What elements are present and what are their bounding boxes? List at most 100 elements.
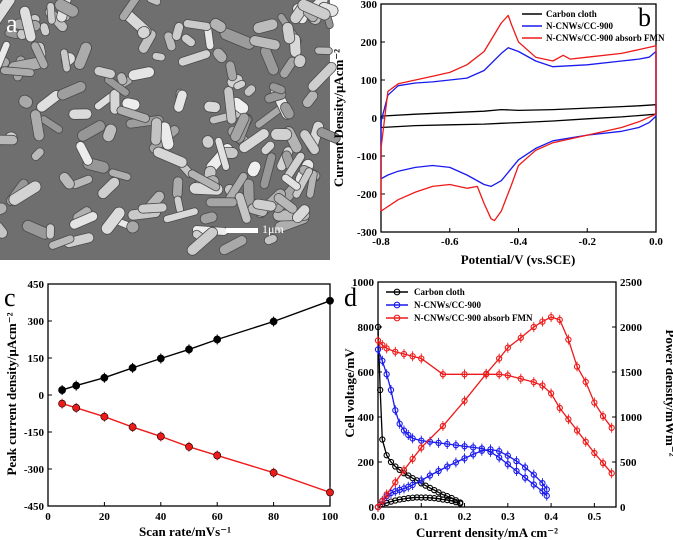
panel-c-axes-frame (47, 283, 331, 507)
bacterium-rod (281, 173, 301, 191)
bacterium-rod (58, 172, 75, 190)
data-point (517, 375, 524, 382)
data-point (418, 444, 425, 451)
data-point (439, 371, 447, 378)
y-tick-label: 300 (361, 0, 378, 11)
legend-entry: Carbon cloth (546, 9, 597, 19)
data-point (383, 371, 390, 378)
data-point (383, 345, 390, 352)
data-point (513, 457, 520, 465)
bacterium-rod (45, 223, 55, 240)
data-point (392, 463, 399, 470)
legend-entry: N-CNWs/CC-900 (414, 300, 481, 310)
bacterium-rod (263, 234, 278, 246)
data-point (556, 404, 563, 412)
data-point (418, 477, 425, 484)
y-tick-label: 150 (28, 353, 45, 365)
x-tick-label: 0.2 (458, 511, 472, 523)
y-tick-label: 400 (358, 412, 375, 424)
data-point (452, 459, 460, 466)
y-tick-label: 0 (39, 390, 45, 402)
data-point (396, 420, 403, 427)
data-point (521, 464, 529, 471)
bacterium-rod (187, 169, 221, 192)
y-tick-label: -200 (357, 189, 378, 201)
data-point (530, 378, 537, 386)
data-point (392, 497, 399, 504)
data-point (444, 496, 451, 504)
data-point (374, 323, 382, 331)
data-point (396, 496, 403, 503)
data-point (269, 468, 278, 477)
x-tick-label: 100 (322, 511, 339, 523)
y-tick-label: 450 (28, 279, 45, 291)
panel-d-y-axis-label: Cell voltage/mV (342, 348, 357, 438)
data-point (396, 466, 403, 474)
data-point (379, 497, 386, 504)
bacterium-rod (152, 146, 188, 168)
y-tick-label: 800 (358, 322, 375, 334)
x-tick-label: 20 (99, 511, 111, 523)
x-tick-label: 0.1 (414, 511, 428, 523)
bacterium-rod (219, 235, 248, 256)
bacterium-rod (246, 160, 262, 178)
data-point (547, 313, 555, 321)
data-point (326, 488, 334, 497)
y-tick-label: -150 (24, 427, 45, 439)
data-point (478, 447, 486, 454)
bacterium-rod (0, 221, 8, 239)
bacterium-rod (233, 79, 246, 91)
legend-marker (393, 301, 401, 309)
data-point (405, 431, 412, 439)
bacterium-rod (127, 66, 155, 81)
panel-d-polarization-chart: d Cell voltage/mV Power density/mWm⁻² Cu… (342, 277, 673, 540)
bacterium-rod (126, 220, 140, 234)
bacterium-rod (186, 226, 218, 256)
data-point (156, 354, 165, 363)
y-tick-label: -450 (24, 501, 45, 513)
data-point (58, 399, 66, 408)
y-tick-label: 0 (369, 502, 375, 514)
data-point (591, 449, 598, 457)
bacterium-rod (230, 112, 250, 142)
bacterium-rod (116, 105, 150, 123)
legend-entry: Carbon cloth (414, 287, 465, 297)
bacterium-rod (137, 26, 151, 39)
data-point (374, 346, 382, 353)
x-tick-label: 0.3 (501, 511, 515, 523)
data-point (422, 494, 429, 501)
x-tick-label: 40 (155, 511, 167, 523)
data-point (387, 386, 395, 394)
bacterium-rod (30, 41, 49, 70)
bacterium-rod (209, 18, 227, 33)
bacterium-rod (60, 48, 71, 73)
bacterium-rod (270, 128, 293, 141)
bacterium-rod (249, 35, 281, 51)
x-tick-label: -0.6 (441, 236, 459, 248)
data-point (565, 416, 572, 423)
bacterium-rod (280, 101, 295, 120)
data-point (461, 397, 468, 404)
bacterium-rod (0, 66, 35, 77)
bacterium-rod (8, 180, 42, 206)
y2-tick-label: 0 (620, 502, 626, 514)
legend-entry: N-CNWs/CC-900 absorb FMN (414, 313, 533, 323)
data-point (504, 372, 511, 379)
polarization-curve-2 (377, 349, 548, 497)
data-point (156, 432, 165, 441)
x-tick-label: -0.2 (579, 236, 597, 248)
bacterium-rod (19, 5, 37, 43)
data-point (530, 471, 537, 478)
bacterium-rod (75, 141, 93, 166)
bacterium-rod (314, 46, 333, 55)
legend-entry: N-CNWs/CC-900 (546, 21, 613, 31)
data-point (387, 458, 395, 466)
panel-a-sem-image: a 1μm (0, 0, 341, 260)
bacterium-rod (46, 2, 56, 25)
data-point (517, 334, 524, 341)
data-point (379, 357, 386, 364)
y-tick-label: 100 (361, 75, 378, 87)
data-point (543, 486, 550, 493)
bacterium-rod (299, 129, 320, 155)
data-point (383, 452, 390, 459)
